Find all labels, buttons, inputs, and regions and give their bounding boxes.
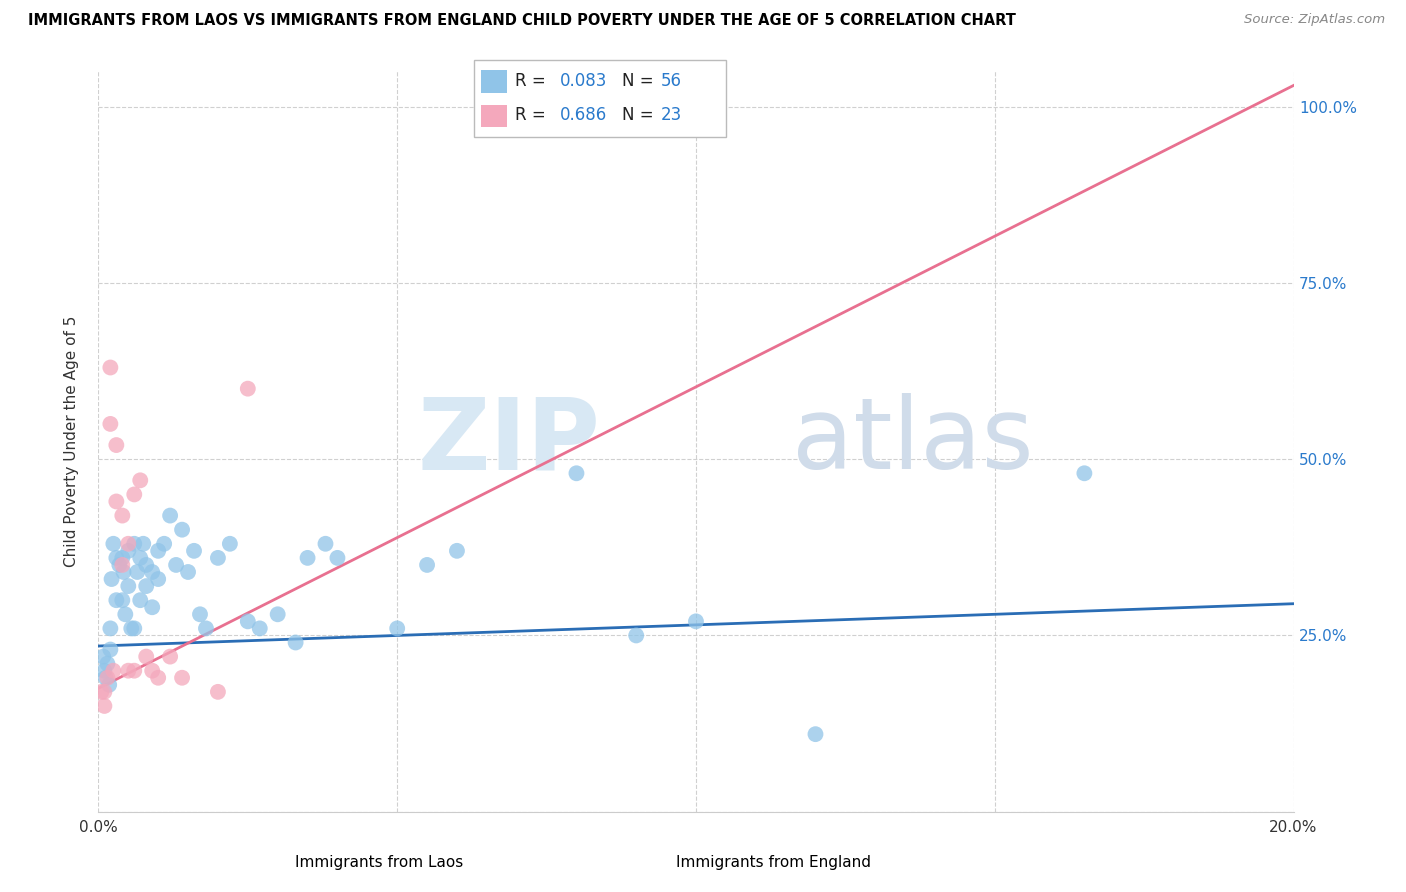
- Point: [103, 537, 125, 551]
- Point: [172, 523, 194, 537]
- Point: [96, 657, 118, 671]
- Point: [195, 621, 218, 635]
- Point: [93, 685, 115, 699]
- Point: [804, 727, 827, 741]
- Text: Immigrants from England: Immigrants from England: [676, 855, 870, 870]
- Point: [135, 558, 157, 572]
- Text: Immigrants from Laos: Immigrants from Laos: [295, 855, 464, 870]
- Y-axis label: Child Poverty Under the Age of 5: Child Poverty Under the Age of 5: [65, 316, 79, 567]
- Point: [129, 593, 152, 607]
- Point: [446, 544, 468, 558]
- Point: [105, 438, 128, 452]
- Point: [207, 550, 229, 565]
- Point: [159, 649, 181, 664]
- Point: [315, 537, 337, 551]
- Point: [188, 607, 211, 622]
- FancyBboxPatch shape: [481, 70, 508, 93]
- Point: [148, 671, 170, 685]
- Point: [132, 537, 155, 551]
- Text: Source: ZipAtlas.com: Source: ZipAtlas.com: [1244, 13, 1385, 27]
- Text: 0.083: 0.083: [560, 72, 607, 90]
- Point: [153, 537, 176, 551]
- Point: [111, 593, 134, 607]
- Point: [416, 558, 439, 572]
- Point: [98, 678, 121, 692]
- Point: [100, 642, 122, 657]
- Point: [117, 544, 139, 558]
- Point: [103, 664, 125, 678]
- Point: [124, 487, 146, 501]
- FancyBboxPatch shape: [474, 60, 725, 136]
- Point: [141, 664, 163, 678]
- Point: [124, 537, 146, 551]
- Point: [108, 558, 131, 572]
- Point: [96, 671, 118, 685]
- Point: [172, 671, 194, 685]
- Text: N =: N =: [621, 72, 659, 90]
- Point: [165, 558, 187, 572]
- Point: [100, 572, 122, 586]
- Point: [207, 685, 229, 699]
- Point: [94, 671, 117, 685]
- Point: [236, 382, 259, 396]
- Point: [267, 607, 290, 622]
- Point: [135, 579, 157, 593]
- Text: N =: N =: [621, 106, 659, 124]
- Point: [112, 565, 135, 579]
- Point: [117, 579, 139, 593]
- Point: [141, 565, 163, 579]
- Point: [117, 664, 139, 678]
- Point: [127, 565, 149, 579]
- Text: R =: R =: [515, 106, 551, 124]
- Point: [297, 550, 319, 565]
- Point: [135, 649, 157, 664]
- FancyBboxPatch shape: [481, 104, 508, 127]
- Point: [111, 550, 134, 565]
- Text: ZIP: ZIP: [418, 393, 600, 490]
- Point: [91, 649, 114, 664]
- Point: [105, 494, 128, 508]
- Point: [100, 621, 122, 635]
- Point: [111, 508, 134, 523]
- Point: [100, 417, 122, 431]
- Point: [105, 550, 128, 565]
- Point: [141, 600, 163, 615]
- Point: [93, 698, 115, 713]
- Point: [90, 685, 112, 699]
- Point: [114, 607, 136, 622]
- Point: [148, 544, 170, 558]
- Point: [1073, 467, 1095, 481]
- Point: [159, 508, 181, 523]
- Text: R =: R =: [515, 72, 551, 90]
- Point: [120, 621, 142, 635]
- Text: 0.686: 0.686: [560, 106, 607, 124]
- Point: [685, 615, 707, 629]
- Text: IMMIGRANTS FROM LAOS VS IMMIGRANTS FROM ENGLAND CHILD POVERTY UNDER THE AGE OF 5: IMMIGRANTS FROM LAOS VS IMMIGRANTS FROM …: [28, 13, 1017, 29]
- Point: [117, 537, 139, 551]
- Point: [148, 572, 170, 586]
- Point: [183, 544, 205, 558]
- Point: [129, 473, 152, 487]
- Point: [124, 621, 146, 635]
- Point: [111, 558, 134, 572]
- Point: [326, 550, 349, 565]
- Point: [249, 621, 271, 635]
- Point: [100, 360, 122, 375]
- Point: [284, 635, 307, 649]
- Point: [565, 467, 588, 481]
- Text: 23: 23: [661, 106, 682, 124]
- Point: [124, 664, 146, 678]
- Point: [93, 664, 115, 678]
- Text: 56: 56: [661, 72, 682, 90]
- Point: [177, 565, 200, 579]
- Point: [385, 621, 409, 635]
- Point: [129, 550, 152, 565]
- Text: atlas: atlas: [792, 393, 1033, 490]
- Point: [219, 537, 242, 551]
- Point: [626, 628, 648, 642]
- Point: [236, 615, 259, 629]
- Point: [105, 593, 128, 607]
